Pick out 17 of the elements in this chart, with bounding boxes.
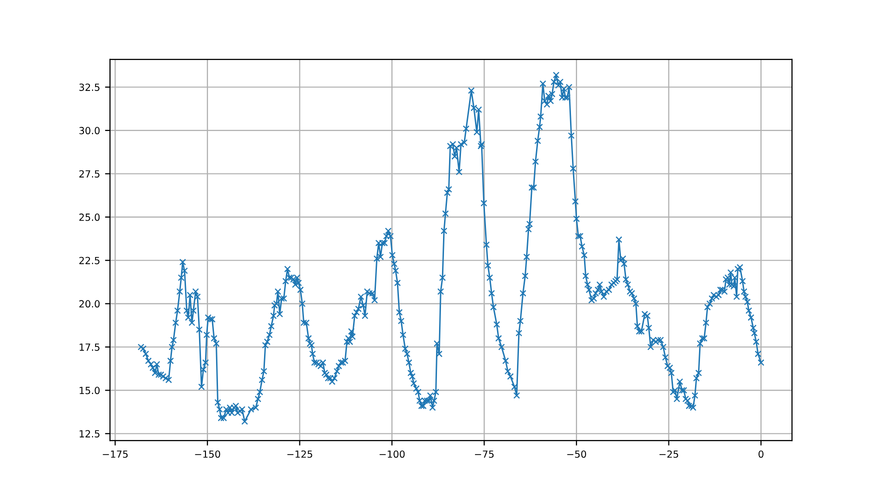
y-tick-label: 15.0 bbox=[80, 386, 100, 394]
x-tick-label: −50 bbox=[567, 450, 586, 458]
y-tick-label: 20.0 bbox=[79, 300, 100, 308]
x-tick-label: −175 bbox=[102, 450, 128, 458]
x-tick-label: −75 bbox=[474, 450, 494, 458]
x-tick-label: −150 bbox=[195, 450, 220, 458]
y-tick-label: 25.0 bbox=[79, 214, 100, 221]
y-tick-label: 32.5 bbox=[79, 84, 100, 91]
y-tick-label: 17.5 bbox=[80, 344, 100, 351]
x-tick-label: −125 bbox=[287, 450, 312, 458]
y-tick-label: 22.5 bbox=[79, 256, 100, 264]
x-tick-label: 0 bbox=[758, 450, 764, 458]
y-tick-label: 30.0 bbox=[79, 126, 100, 134]
x-tick-label: −25 bbox=[660, 450, 678, 458]
y-tick-label: 12.5 bbox=[80, 430, 100, 438]
x-tick-label: −100 bbox=[380, 450, 405, 458]
y-tick-label: 27.5 bbox=[79, 170, 100, 178]
